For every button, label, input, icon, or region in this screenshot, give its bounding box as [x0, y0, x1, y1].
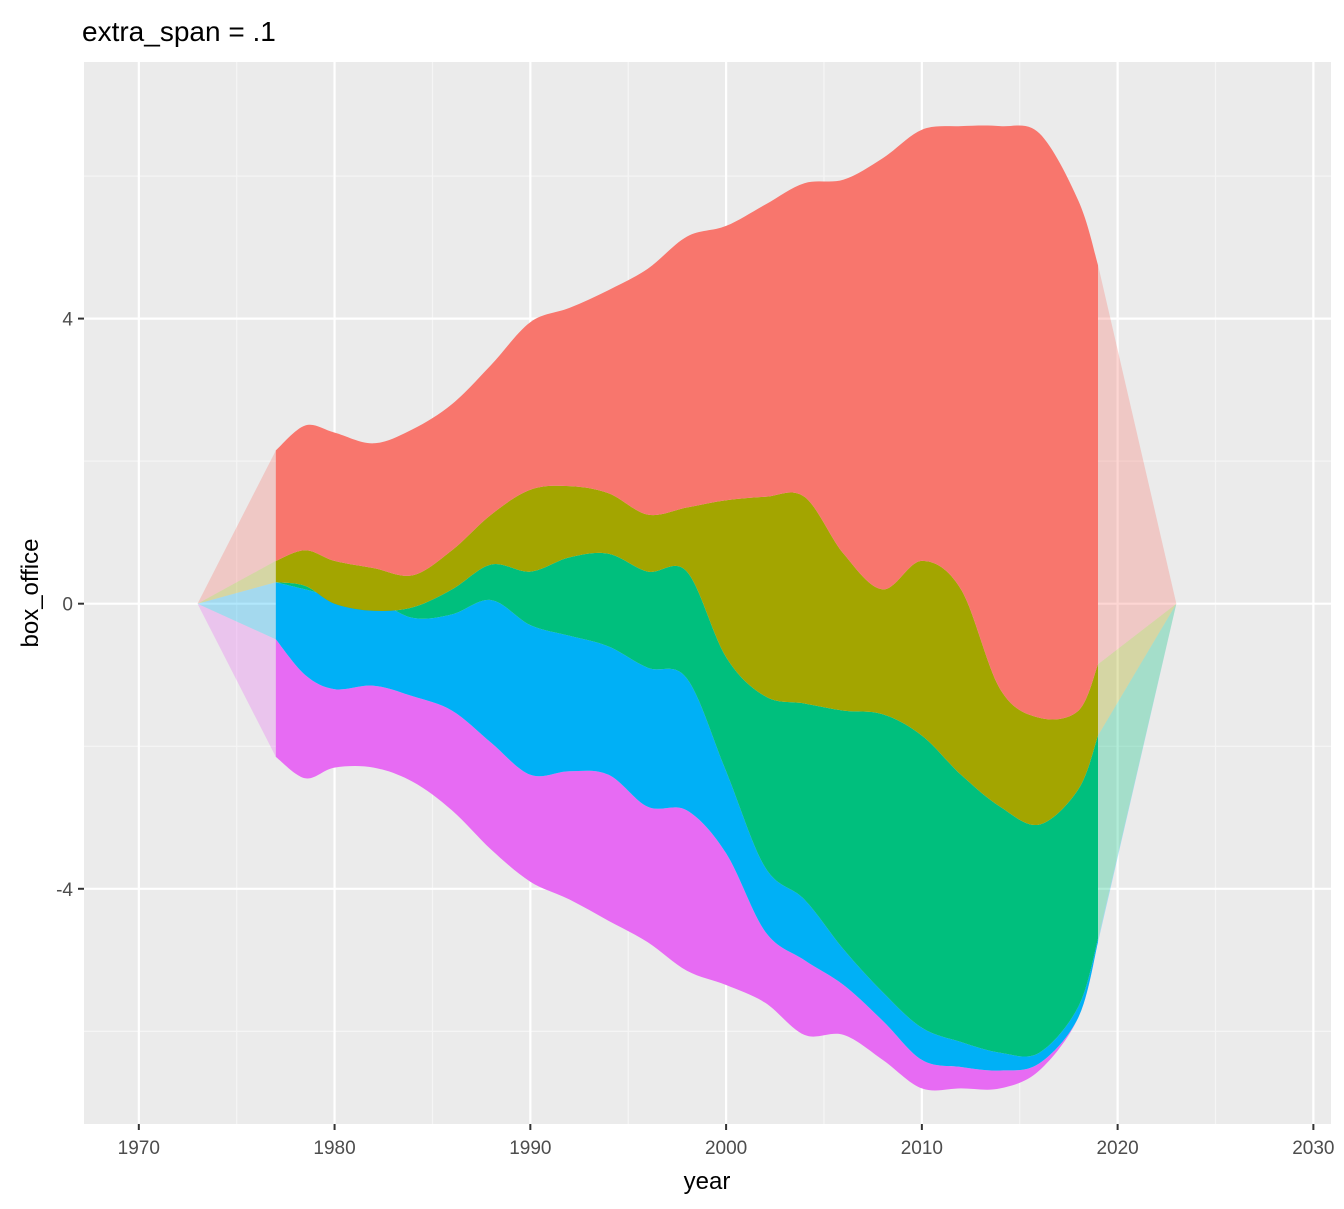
stream-layer-olive: [275, 485, 1098, 826]
stream-layer-red: [275, 125, 1098, 720]
stream-layer-blue: [275, 582, 1098, 1071]
stream-tail-right-olive: [1098, 603, 1177, 736]
stream-tail-right-red: [1098, 265, 1177, 665]
x-tick-label: 2030: [1292, 1138, 1334, 1159]
x-tick-label: 1990: [509, 1138, 551, 1159]
stream-tail-left-blue: [197, 582, 276, 640]
x-tick-label: 1970: [118, 1138, 160, 1159]
x-tick-label: 2020: [1096, 1138, 1138, 1159]
stream-tail-left-magenta: [197, 603, 276, 757]
plot-panel: [84, 62, 1331, 1124]
stream-layer-green: [275, 552, 1098, 1057]
chart-title: extra_span = .1: [82, 16, 276, 47]
x-tick-label: 1980: [313, 1138, 355, 1159]
stream-tail-right-green: [1098, 603, 1177, 939]
y-tick-label: 0: [62, 595, 73, 616]
stream-layer-magenta: [275, 639, 1098, 1091]
stream-tail-right-blue: [1098, 603, 1177, 943]
x-axis: 1970 1980 1990 2000 2010 2020 2030: [118, 1124, 1335, 1159]
stream-tail-left-red: [197, 450, 276, 604]
stream-layers: [197, 125, 1177, 1091]
y-tick-label: 4: [62, 310, 73, 331]
stream-tail-left-olive: [197, 560, 276, 604]
x-tick-label: 2010: [901, 1138, 943, 1159]
y-axis: -4 0 4: [56, 310, 84, 901]
y-axis-title: box_office: [17, 539, 44, 648]
y-tick-label: -4: [56, 880, 73, 901]
x-axis-title: year: [684, 1168, 731, 1195]
x-tick-label: 2000: [705, 1138, 747, 1159]
